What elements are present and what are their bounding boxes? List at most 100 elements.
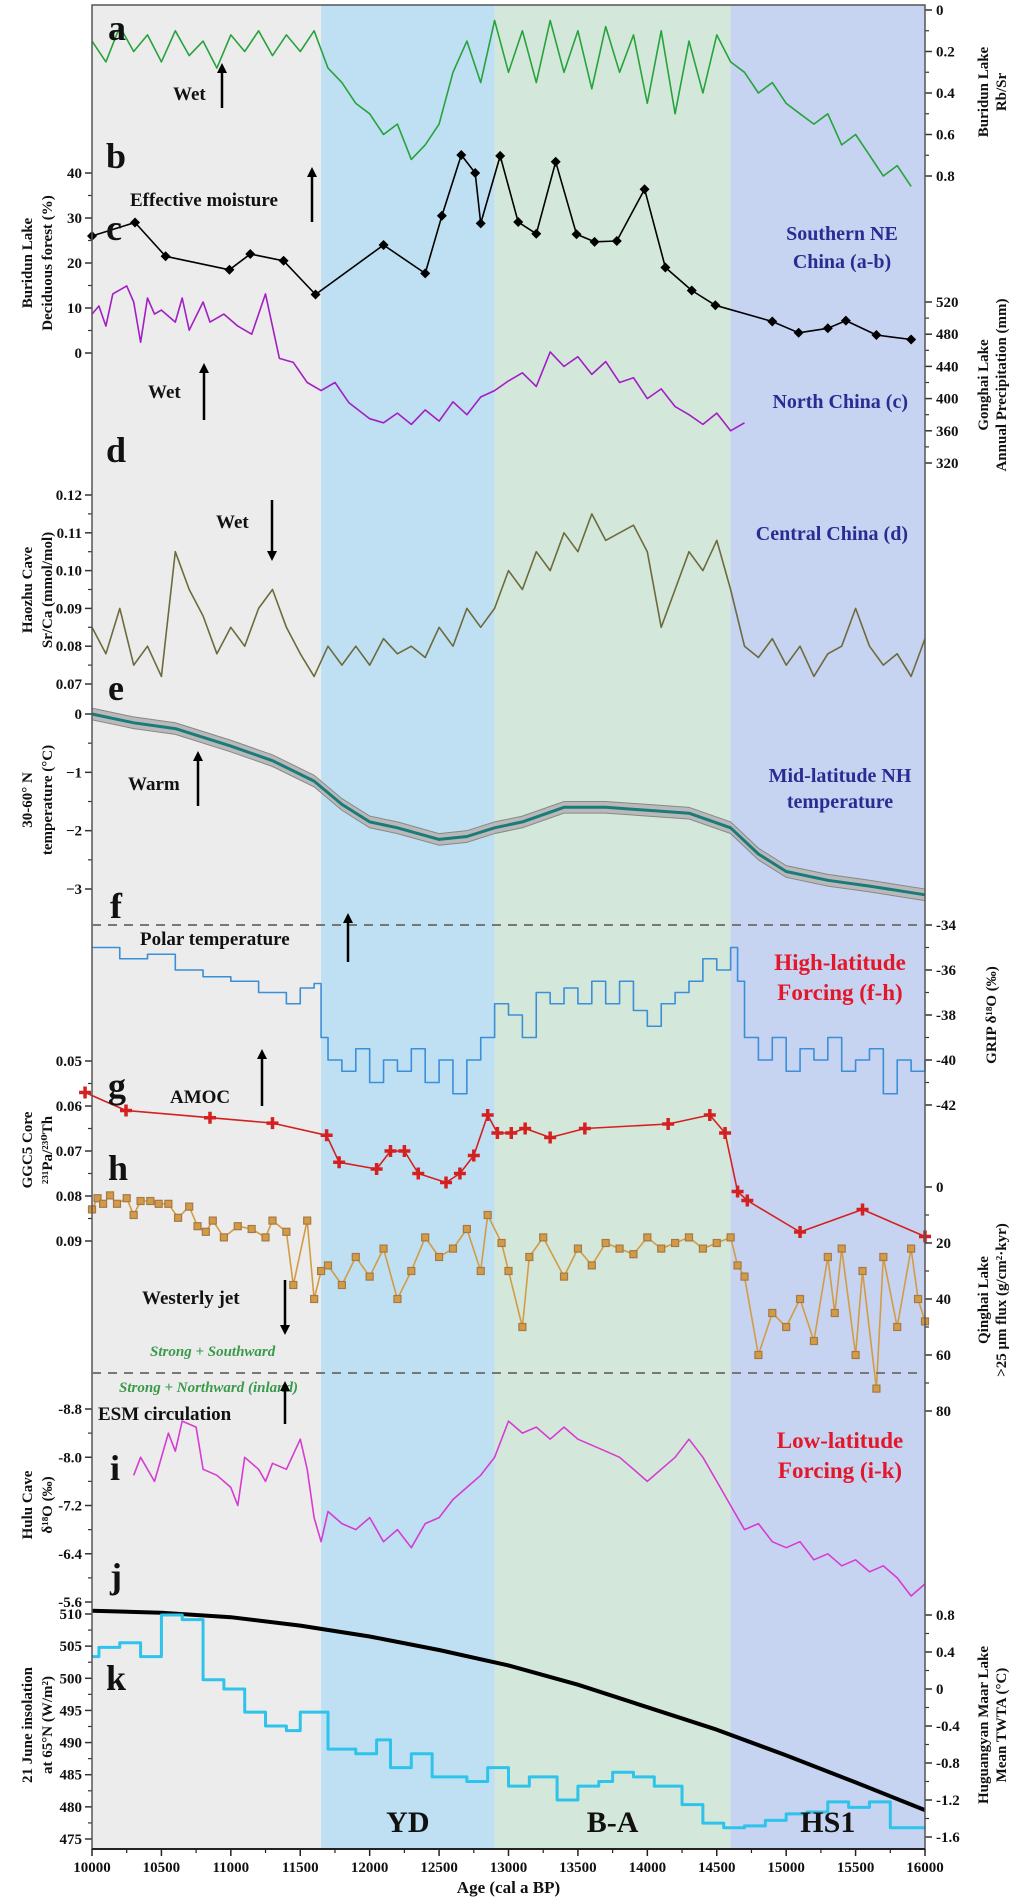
series-i-line (132, 1420, 926, 1597)
panel-letter-h: h (108, 1148, 128, 1188)
y-axis-title-c: Gonghai Lake (976, 339, 992, 431)
region-label-north-china: North China (c) (772, 391, 908, 413)
data-point-square (99, 1199, 108, 1208)
series-e-line (91, 712, 926, 897)
y-tick-label: 0.08 (56, 639, 82, 655)
data-point-cross (719, 1127, 732, 1139)
series-d-line (91, 513, 926, 678)
data-point-square (247, 1224, 256, 1234)
data-point-square (539, 1233, 548, 1242)
data-point-diamond (475, 218, 486, 229)
data-point-square (851, 1350, 860, 1360)
y-tick-label: −2 (66, 824, 82, 840)
y-axis-title-i: Hulu Cave (20, 1470, 36, 1539)
data-point-square (201, 1227, 210, 1236)
data-point-square (629, 1250, 638, 1259)
y-tick-label: -0.8 (936, 1756, 960, 1772)
y-axis-title-k: Huguangyan Maar Lake (976, 1646, 992, 1804)
strong-northward-label: Strong + Northward (inland) (119, 1380, 298, 1396)
data-point-cross (578, 1122, 591, 1135)
y-axis-title-h: Qinghai Lake (976, 1256, 992, 1344)
data-point-diamond (130, 217, 141, 228)
data-point-square (907, 1244, 916, 1253)
y-axis-title-g: GGC5 Core (20, 1111, 36, 1188)
data-point-square (112, 1199, 122, 1208)
data-point-square (726, 1233, 735, 1242)
data-point-diamond (160, 251, 171, 262)
y-tick-label: 0.2 (936, 45, 955, 61)
interval-band-yd (321, 5, 495, 1849)
data-point-cross (856, 1203, 869, 1216)
data-point-square (525, 1252, 534, 1262)
x-tick-label: 15000 (767, 1860, 805, 1876)
data-point-square (823, 1252, 832, 1262)
series-k-line (92, 1613, 925, 1830)
y-tick-label: 0.4 (936, 1645, 955, 1661)
data-point-cross (491, 1127, 504, 1139)
y-tick-label: 440 (936, 359, 959, 375)
data-point-square (136, 1196, 145, 1206)
y-tick-label: 495 (60, 1703, 83, 1719)
region-label-midlatitude: temperature (787, 791, 893, 813)
y-tick-label: 0.07 (56, 677, 83, 693)
data-point-diamond (278, 255, 289, 266)
y-axis-title-e: temperature (°C) (40, 745, 56, 855)
data-point-diamond (660, 262, 671, 273)
panel-letter-d: d (106, 430, 126, 470)
y-tick-label: 0.09 (56, 601, 82, 617)
x-tick-label: 10000 (73, 1860, 111, 1876)
data-point-square (164, 1199, 173, 1208)
data-point-square (837, 1244, 846, 1253)
data-point-square (587, 1261, 596, 1270)
data-point-square (219, 1233, 228, 1242)
data-point-square (754, 1350, 763, 1360)
y-tick-label: -1.6 (936, 1830, 960, 1846)
data-point-diamond (531, 228, 542, 239)
data-point-square (733, 1261, 742, 1270)
data-point-cross (204, 1111, 217, 1124)
series-a-line (91, 19, 912, 187)
data-point-cross (384, 1145, 397, 1157)
y-axis-title-e: 30-60° N (20, 772, 36, 828)
data-point-diamond (456, 150, 467, 160)
data-point-cross (481, 1109, 494, 1121)
y-tick-label: 60 (936, 1348, 951, 1364)
data-point-diamond (906, 334, 917, 345)
y-tick-label: 0.08 (56, 1189, 82, 1205)
data-point-square (105, 1191, 115, 1200)
data-point-square (462, 1224, 471, 1234)
interval-label: HS1 (800, 1806, 855, 1839)
y-tick-label: -5.6 (58, 1595, 82, 1611)
wet-annotation-c: Wet (148, 382, 181, 403)
data-point-cross (505, 1127, 518, 1139)
y-tick-label: 40 (936, 1292, 951, 1308)
low-latitude-forcing-label: Forcing (i-k) (778, 1458, 902, 1483)
y-axis-title-g: ²³¹Pa/²³⁰Th (40, 1115, 56, 1184)
region-label-central-china: Central China (d) (756, 523, 908, 545)
data-point-diamond (710, 300, 721, 311)
y-axis-title-b: Deciduous forest (%) (40, 195, 56, 331)
data-point-square (795, 1294, 805, 1304)
data-point-diamond (436, 210, 447, 221)
x-tick-label: 14500 (698, 1860, 736, 1876)
panel-letter-b: b (106, 136, 126, 176)
period-bands (92, 5, 925, 1849)
low-latitude-forcing-label: Low-latitude (777, 1428, 904, 1453)
data-point-square (407, 1266, 416, 1276)
y-tick-label: 0 (936, 1180, 944, 1196)
y-tick-label: 505 (60, 1639, 83, 1655)
data-point-diamond (310, 289, 321, 300)
panel-letter-f: f (110, 886, 123, 926)
y-tick-label: -34 (936, 918, 956, 934)
panel-letter-j: j (109, 1556, 122, 1596)
interval-label: B-A (587, 1806, 639, 1839)
data-point-diamond (550, 156, 561, 167)
y-tick-label: −1 (66, 765, 82, 781)
data-point-square (913, 1294, 923, 1304)
y-axis-title-a: Rb/Sr (994, 72, 1010, 111)
x-tick-label: 15500 (837, 1860, 875, 1876)
data-point-square (303, 1216, 312, 1225)
data-point-diamond (224, 264, 235, 275)
data-point-square (698, 1244, 707, 1253)
y-axis-title-d: Sr/Ca (mmol/mol) (40, 532, 56, 648)
